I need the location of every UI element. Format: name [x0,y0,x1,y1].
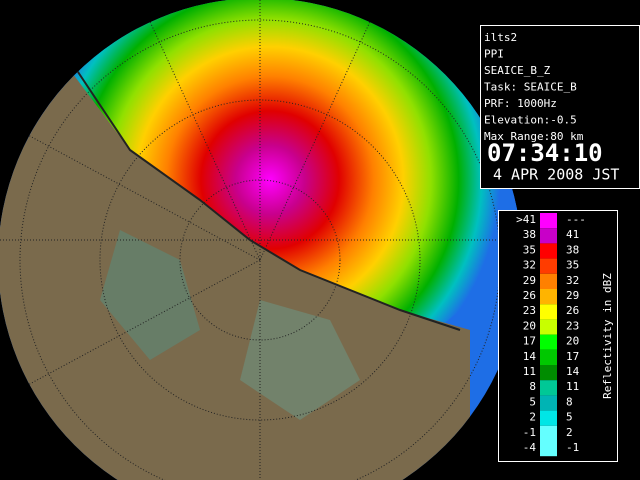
land-echo [100,230,200,360]
date: 4 APR 2008 JST [493,166,619,184]
legend-high: 14 [566,365,580,378]
legend-swatch [540,395,557,411]
legend-high: 38 [566,243,579,256]
legend-low: 17 [523,335,536,348]
legend-low: 11 [523,365,536,378]
legend-low: 29 [523,274,536,287]
legend-high: 26 [566,304,579,317]
legend-title: Reflectivity in dBZ [601,273,614,399]
legend-swatch [540,213,557,229]
legend-swatch [540,319,557,335]
legend-high: --- [566,213,586,226]
legend-high: 2 [566,426,573,439]
legend-high: 32 [566,274,579,287]
legend-swatch [540,273,557,289]
info-line: Task: SEAICE_B [484,81,577,94]
legend-low: 26 [523,289,536,302]
legend-high: 35 [566,259,579,272]
legend-swatch [540,380,557,396]
legend-low: -4 [523,441,537,454]
legend-swatch [540,410,557,426]
info-line: Elevation:-0.5 [484,114,577,127]
legend: >41 --- 38 41 35 38 32 35 29 32 26 29 23 26 20 23 17 20 14… [516,213,586,457]
info-line: ilts2 [484,31,517,44]
legend-swatch [540,349,557,365]
legend-swatch [540,289,557,305]
legend-low: 14 [523,350,537,363]
legend-swatch [540,258,557,274]
legend-swatch [540,228,557,244]
land-echo [240,300,360,420]
legend-low: 38 [523,228,536,241]
legend-high: 17 [566,350,579,363]
legend-high: 8 [566,395,573,408]
legend-high: 20 [566,335,579,348]
legend-swatch [540,441,557,457]
legend-low: 2 [529,411,536,424]
legend-high: 23 [566,319,579,332]
legend-low: 5 [529,395,536,408]
legend-high: 11 [566,380,579,393]
legend-swatch [540,243,557,259]
legend-low: 8 [529,380,536,393]
info-line: SEAICE_B_Z [484,64,551,77]
legend-low: 23 [523,304,536,317]
time: 07:34:10 [487,139,603,167]
info-line: PRF: 1000Hz [484,97,557,110]
legend-low: 20 [523,319,536,332]
legend-high: 29 [566,289,579,302]
legend-swatch [540,334,557,350]
info-line: PPI [484,48,504,61]
legend-swatch [540,425,557,441]
legend-low: 32 [523,259,536,272]
legend-low: -1 [523,426,536,439]
legend-low: >41 [516,213,536,226]
legend-swatch [540,365,557,381]
legend-high: 41 [566,228,579,241]
legend-box [498,210,618,462]
legend-low: 35 [523,243,536,256]
info-line: Max Range:80 km [484,130,584,143]
legend-high: 5 [566,411,573,424]
legend-swatch [540,304,557,320]
info-text: ilts2 PPI SEAICE_B_Z Task: SEAICE_B PRF: 100… [484,31,584,143]
legend-high: -1 [566,441,579,454]
info-panel [480,25,640,189]
